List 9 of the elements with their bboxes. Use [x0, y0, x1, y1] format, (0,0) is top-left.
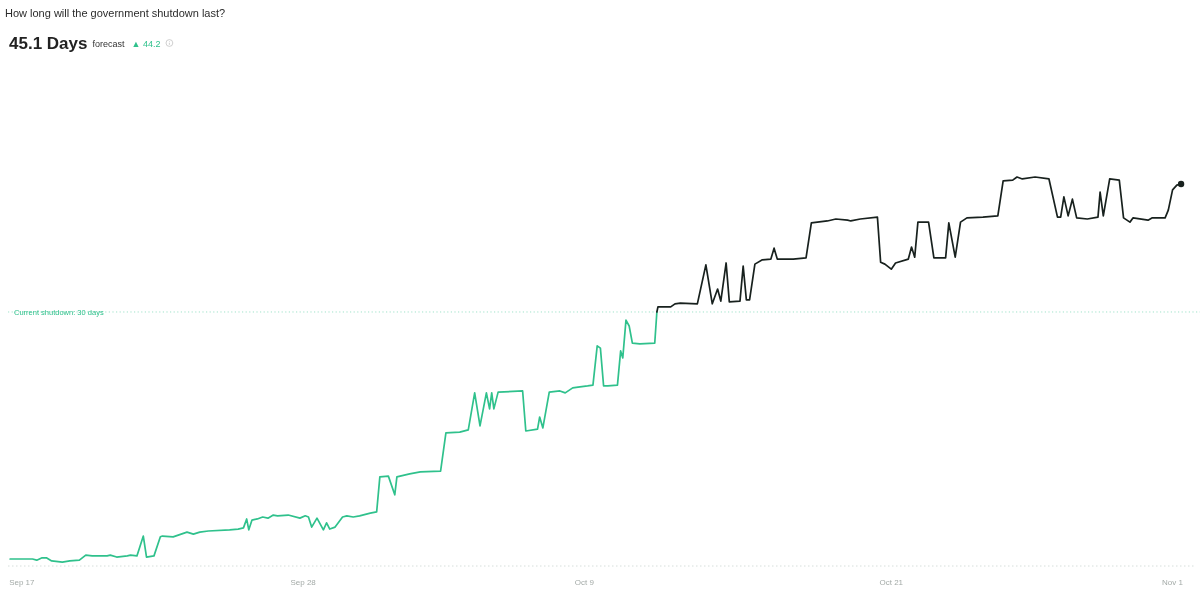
x-tick-label: Sep 17 [9, 578, 36, 587]
x-tick-label: Oct 9 [574, 578, 595, 587]
x-tick-label: Nov 1 [1162, 578, 1184, 587]
x-tick-label: Sep 28 [290, 578, 317, 587]
chart-subtitle: 45.1 Days [9, 34, 88, 53]
text: forecast [92, 39, 125, 49]
chart-title: How long will the government shutdown last? [5, 7, 226, 19]
x-tick-label: Oct 21 [879, 578, 904, 587]
text: ▲ 44.2 [131, 39, 161, 49]
